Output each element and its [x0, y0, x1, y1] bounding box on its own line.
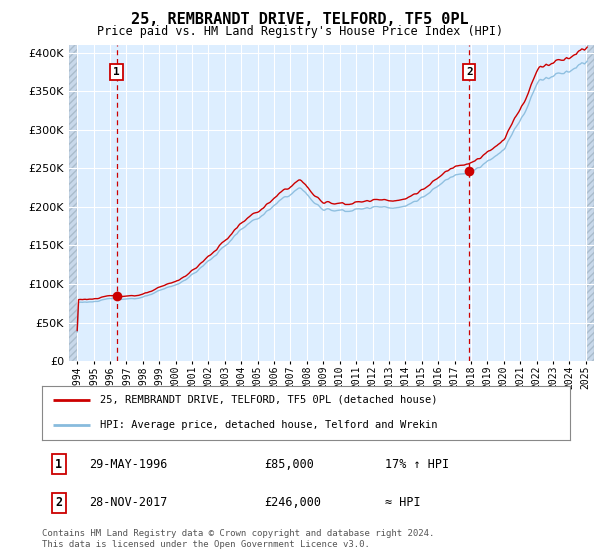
Bar	[69, 41, 77, 365]
Text: 2: 2	[55, 496, 62, 510]
Text: 29-MAY-1996: 29-MAY-1996	[89, 458, 168, 471]
Text: 25, REMBRANDT DRIVE, TELFORD, TF5 0PL: 25, REMBRANDT DRIVE, TELFORD, TF5 0PL	[131, 12, 469, 27]
Text: 17% ↑ HPI: 17% ↑ HPI	[385, 458, 449, 471]
Text: Contains HM Land Registry data © Crown copyright and database right 2024.
This d: Contains HM Land Registry data © Crown c…	[42, 529, 434, 549]
Bar	[586, 41, 594, 365]
Text: 1: 1	[55, 458, 62, 471]
Text: HPI: Average price, detached house, Telford and Wrekin: HPI: Average price, detached house, Telf…	[100, 419, 437, 430]
Text: 2: 2	[466, 67, 473, 77]
Text: 1: 1	[113, 67, 120, 77]
Text: £246,000: £246,000	[264, 496, 321, 510]
Text: £85,000: £85,000	[264, 458, 314, 471]
Bar	[69, 41, 77, 365]
Text: 28-NOV-2017: 28-NOV-2017	[89, 496, 168, 510]
Bar	[586, 41, 594, 365]
Text: Price paid vs. HM Land Registry's House Price Index (HPI): Price paid vs. HM Land Registry's House …	[97, 25, 503, 38]
Text: ≈ HPI: ≈ HPI	[385, 496, 421, 510]
Text: 25, REMBRANDT DRIVE, TELFORD, TF5 0PL (detached house): 25, REMBRANDT DRIVE, TELFORD, TF5 0PL (d…	[100, 395, 437, 405]
